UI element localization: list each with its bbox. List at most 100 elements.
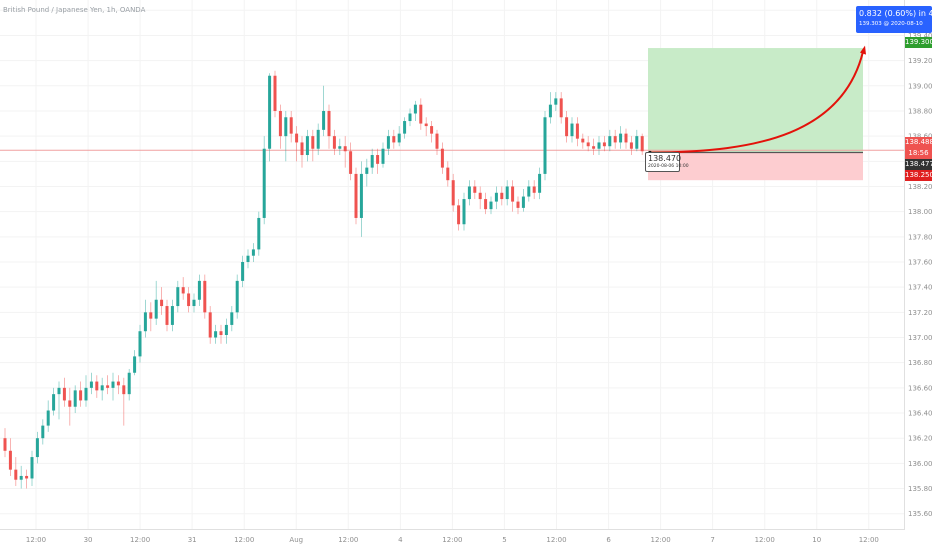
candle-body bbox=[575, 123, 579, 139]
target-zone[interactable] bbox=[648, 48, 863, 153]
candle-body bbox=[413, 104, 417, 114]
candle-body bbox=[619, 133, 623, 143]
candle-body bbox=[30, 457, 34, 479]
candle-body bbox=[8, 450, 12, 470]
candle-body bbox=[219, 331, 223, 335]
candle-body bbox=[554, 98, 558, 105]
y-tick-label: 137.600 bbox=[908, 259, 932, 267]
candle-body bbox=[597, 142, 601, 149]
x-tick-label: 12:00 bbox=[26, 536, 46, 544]
y-tick-label: 139.000 bbox=[908, 82, 932, 90]
candle-body bbox=[332, 136, 336, 149]
x-tick-label: 12:00 bbox=[442, 536, 462, 544]
candle-body bbox=[214, 331, 218, 338]
candle-body bbox=[224, 324, 228, 335]
candle-body bbox=[349, 151, 353, 174]
candle-body bbox=[273, 75, 277, 111]
current-price-tag: 138.477 bbox=[905, 159, 932, 170]
x-tick-label: 30 bbox=[84, 536, 93, 544]
candle-body bbox=[52, 394, 56, 411]
candle-body bbox=[376, 155, 380, 164]
projection-curve bbox=[649, 51, 864, 154]
candle-body bbox=[57, 387, 61, 395]
candle-body bbox=[640, 136, 644, 152]
symbol-title: British Pound / Japanese Yen, 1h, OANDA bbox=[3, 6, 146, 14]
candle-body bbox=[203, 280, 207, 313]
candle-body bbox=[370, 155, 374, 168]
candle-body bbox=[300, 142, 304, 156]
stop-price-tag: 138.250 bbox=[905, 170, 932, 181]
candle-body bbox=[165, 306, 169, 325]
candle-body bbox=[19, 475, 23, 480]
candle-body bbox=[473, 186, 477, 193]
candle-body bbox=[79, 390, 83, 401]
candle-body bbox=[559, 98, 563, 118]
candle-body bbox=[230, 312, 234, 325]
candle-body bbox=[494, 192, 498, 202]
candle-body bbox=[305, 136, 309, 156]
entry-date-label: 2020-08-06 10:00 bbox=[648, 164, 689, 169]
candle-body bbox=[359, 173, 363, 218]
candle-body bbox=[46, 410, 50, 426]
stop-zone[interactable] bbox=[648, 152, 863, 181]
last-price-tag: 138.488 bbox=[905, 137, 932, 148]
y-tick-label: 138.800 bbox=[908, 107, 932, 115]
candle-body bbox=[338, 146, 342, 149]
y-tick-label: 138.600 bbox=[908, 133, 932, 141]
candle-body bbox=[397, 133, 401, 143]
candle-body bbox=[629, 142, 633, 149]
time-axis[interactable]: 12:00 30 12:00 31 12:00 Aug 12:00 4 12:00 5 12:00 6… bbox=[26, 536, 879, 544]
candle-body bbox=[35, 438, 39, 458]
candle-body bbox=[257, 217, 261, 250]
candle-body bbox=[187, 293, 191, 307]
candle-body bbox=[381, 148, 385, 164]
candle-body bbox=[489, 201, 493, 210]
candle-body bbox=[403, 121, 407, 134]
candle-body bbox=[68, 400, 72, 407]
x-tick-label: 12:00 bbox=[755, 536, 775, 544]
candle-body bbox=[500, 192, 504, 200]
y-tick-label: 137.800 bbox=[908, 233, 932, 241]
y-tick-label: 135.600 bbox=[908, 510, 932, 518]
candle-body bbox=[62, 387, 66, 401]
candle-body bbox=[278, 110, 282, 137]
candle-body bbox=[424, 123, 428, 127]
bar-countdown-tag: 18:56 bbox=[905, 148, 932, 159]
candle-body bbox=[73, 390, 77, 407]
candle-body bbox=[570, 123, 574, 137]
entry-price-label: 138.470 bbox=[648, 154, 682, 163]
price-axis[interactable]: 139.600139.400139.200139.000138.800138.6… bbox=[908, 7, 932, 518]
y-tick-label: 138.200 bbox=[908, 183, 932, 191]
y-tick-label: 136.800 bbox=[908, 359, 932, 367]
candle-body bbox=[89, 381, 93, 388]
candle-body bbox=[268, 75, 272, 149]
projection-change-label: 0.832 (0.60%) in 4 bbox=[859, 9, 932, 18]
y-tick-label: 136.000 bbox=[908, 460, 932, 468]
candle-body bbox=[176, 287, 180, 307]
candle-body bbox=[408, 113, 412, 122]
candle-body bbox=[624, 133, 628, 143]
candle-body bbox=[197, 280, 201, 300]
candle-body bbox=[451, 180, 455, 206]
candle-body bbox=[543, 117, 547, 174]
candle-body bbox=[246, 255, 250, 262]
candle-body bbox=[170, 306, 174, 325]
candle-body bbox=[505, 186, 509, 200]
candle-body bbox=[440, 148, 444, 168]
candle-body bbox=[235, 280, 239, 313]
candle-body bbox=[143, 312, 147, 332]
x-tick-label: 4 bbox=[398, 536, 403, 544]
candle-body bbox=[160, 299, 164, 307]
candle-body bbox=[84, 387, 88, 401]
candle-body bbox=[327, 110, 331, 137]
candle-body bbox=[192, 299, 196, 307]
candle-body bbox=[262, 148, 266, 218]
candle-body bbox=[289, 117, 293, 134]
x-tick-label: Aug bbox=[289, 536, 303, 544]
candle-body bbox=[3, 438, 7, 451]
candle-body bbox=[106, 385, 110, 388]
candle-body bbox=[122, 385, 126, 395]
x-tick-label: 5 bbox=[502, 536, 506, 544]
y-tick-label: 136.400 bbox=[908, 410, 932, 418]
